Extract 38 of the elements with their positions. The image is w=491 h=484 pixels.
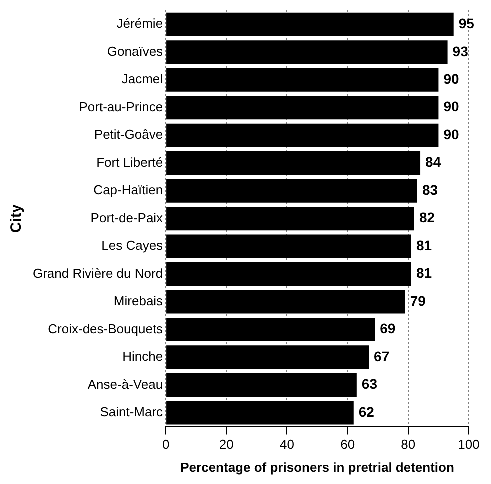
x-tick-label: 100 <box>458 437 480 452</box>
data-label: 63 <box>362 376 378 392</box>
y-tick-label: Grand Rivière du Nord <box>32 266 164 281</box>
x-axis-title: Percentage of prisoners in pretrial detention <box>180 460 454 475</box>
y-axis-title: City <box>8 204 26 233</box>
data-label: 82 <box>419 210 436 226</box>
data-label: 67 <box>374 348 390 364</box>
y-tick-label: Gonaïves <box>107 44 164 59</box>
data-label: 81 <box>416 265 432 282</box>
y-tick-label: Hinche <box>122 349 164 364</box>
data-label: 81 <box>416 237 432 254</box>
y-tick-label: Cap-Haïtien <box>94 182 164 198</box>
x-tick-label: 40 <box>280 437 294 452</box>
data-label: 83 <box>422 182 438 198</box>
data-label: 90 <box>444 126 460 142</box>
y-tick-label: Anse-à-Veau <box>88 376 164 392</box>
data-label: 90 <box>444 70 460 87</box>
y-tick-label: Port-de-Paix <box>90 210 164 226</box>
data-label: 79 <box>410 292 426 309</box>
y-tick-label: Mirebais <box>114 294 164 309</box>
x-tick-label: 20 <box>219 437 234 452</box>
data-label: 69 <box>380 320 396 337</box>
y-tick-label: Fort Liberté <box>96 154 164 170</box>
y-tick-label: Saint-Marc <box>100 404 164 420</box>
data-label: 93 <box>452 43 469 60</box>
data-label: 62 <box>358 404 375 420</box>
x-tick-label: 80 <box>401 437 416 452</box>
y-tick-label: Les Cayes <box>102 238 164 254</box>
y-tick-label: Port-au-Prince <box>79 99 164 114</box>
data-label: 84 <box>426 154 442 170</box>
x-tick-label: 60 <box>340 437 356 452</box>
data-label: 90 <box>444 98 460 115</box>
x-tick-label: 0 <box>162 437 170 452</box>
y-tick-label: Croix-des-Bouquets <box>48 321 164 336</box>
data-label: 95 <box>458 16 475 32</box>
y-tick-label: Jacmel <box>122 72 164 87</box>
y-tick-label: Petit-Goâve <box>94 127 164 142</box>
y-tick-label: Jérémie <box>116 16 164 32</box>
